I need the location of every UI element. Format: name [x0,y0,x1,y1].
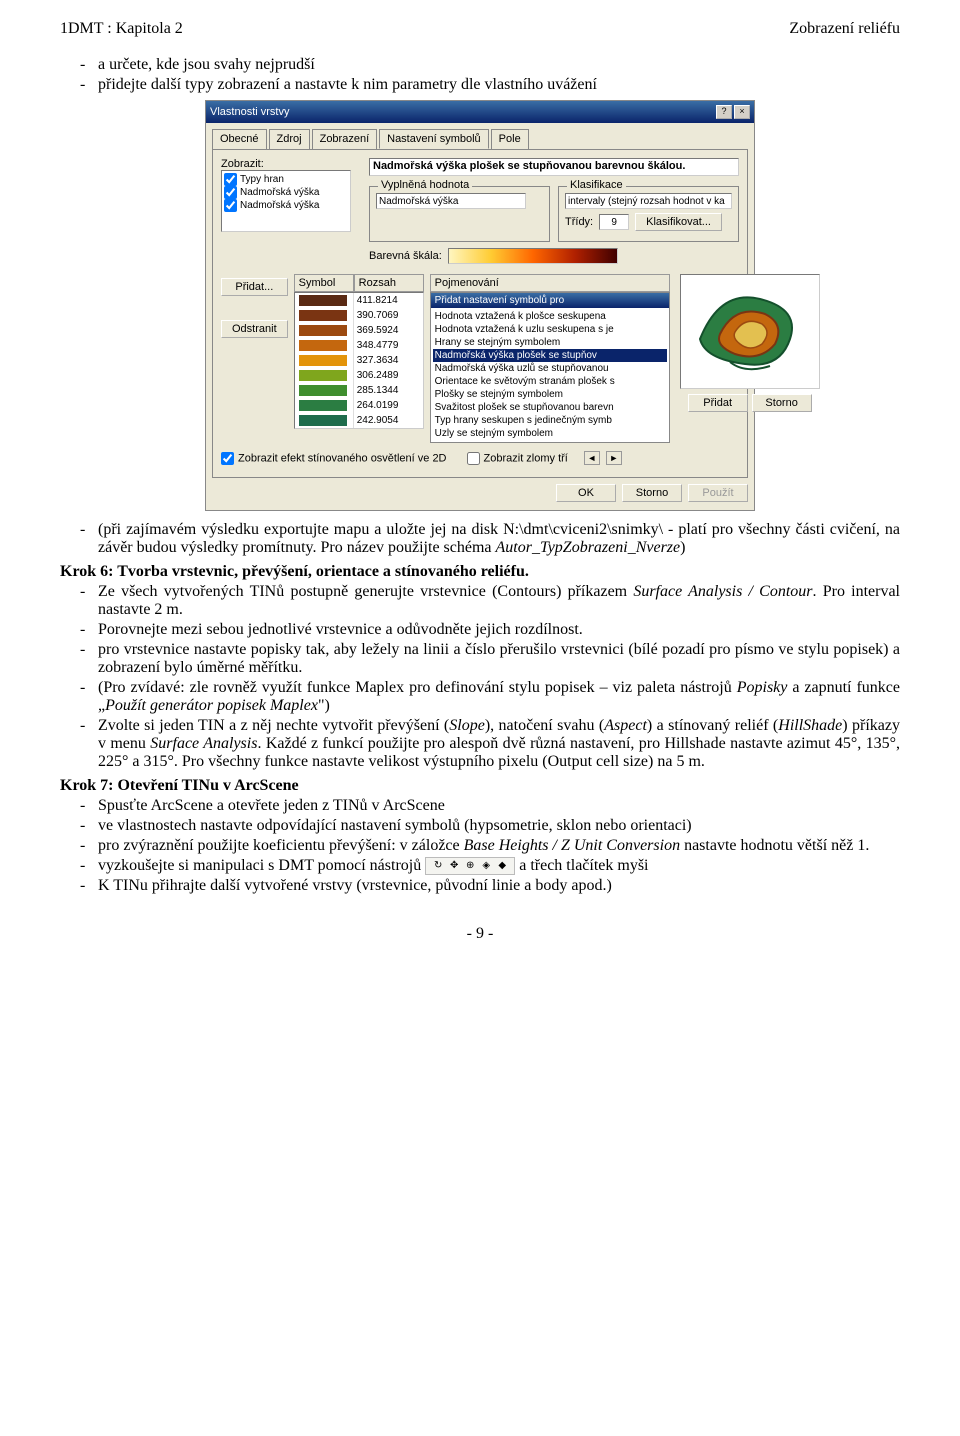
close-icon[interactable]: × [734,105,750,119]
renderer-description: Nadmořská výška plošek se stupňovanou ba… [369,158,739,176]
popup-add-button[interactable]: Přidat [688,394,748,412]
k6-bullet: Ze všech vytvořených TINů postupně gener… [80,583,900,619]
fill-value-dropdown[interactable]: Nadmořská výška [376,193,526,209]
k6-bullet: (Pro zvídavé: zle rovněž využít funkce M… [80,679,900,715]
classes-label: Třídy: [565,216,593,228]
col-range: Rozsah [354,274,424,292]
arrow-left-icon[interactable]: ◄ [584,451,600,465]
navigation-toolbar: ↻✥⊕◈◆ [425,857,515,875]
add-button[interactable]: Přidat... [221,278,288,296]
k7-bullet: ve vlastnostech nastavte odpovídající na… [80,817,900,835]
popup-cancel-button[interactable]: Storno [752,394,812,412]
k7-bullet: pro zvýraznění použijte koeficientu přev… [80,837,900,855]
chk-shaded[interactable]: Zobrazit efekt stínovaného osvětlení ve … [221,452,447,465]
tool-icon[interactable]: ◈ [479,859,493,873]
col-naming: Pojmenování [430,274,670,292]
k6-bullet: pro vrstevnice nastavte popisky tak, aby… [80,641,900,677]
tab-symbology[interactable]: Nastavení symbolů [379,129,489,149]
arrow-right-icon[interactable]: ► [606,451,622,465]
popup-title: Přidat nastavení symbolů pro [431,293,669,308]
chk-edge-types[interactable] [224,173,237,186]
remove-button[interactable]: Odstranit [221,320,288,338]
k6-bullet: Zvolte si jeden TIN a z něj nechte vytvo… [80,717,900,771]
fill-value-group: Vyplněná hodnota [378,179,472,191]
intro-bullet: přidejte další typy zobrazení a nastavte… [80,76,900,94]
page-number: - 9 - [60,925,900,943]
tab-fields[interactable]: Pole [491,129,529,149]
pan-icon[interactable]: ✥ [447,859,461,873]
tab-display[interactable]: Zobrazení [312,129,378,149]
color-ramp[interactable] [448,248,618,264]
show-label: Zobrazit: [221,158,361,170]
symbol-grid[interactable]: 411.8214390.7069369.5924348.4779327.3634… [294,292,424,429]
apply-button[interactable]: Použít [688,484,748,502]
chk-break[interactable]: Zobrazit zlomy tří [467,452,568,465]
intro-bullet: a určete, kde jsou svahy nejprudší [80,56,900,74]
orbit-icon[interactable]: ↻ [431,859,445,873]
chk-elevation2[interactable] [224,199,237,212]
k7-bullet: Spusťte ArcScene a otevřete jeden z TINů… [80,797,900,815]
layer-properties-dialog: Vlastnosti vrstvy ? × Obecné Zdroj Zobra… [205,100,755,511]
tab-source[interactable]: Zdroj [269,129,310,149]
show-checklist[interactable]: Typy hran Nadmořská výška Nadmořská výšk… [221,170,351,232]
zoom-icon[interactable]: ⊕ [463,859,477,873]
tool-icon[interactable]: ◆ [495,859,509,873]
k7-bullet: vyzkoušejte si manipulaci s DMT pomocí n… [80,857,900,875]
chk-elevation1[interactable] [224,186,237,199]
preview-thumbnail [680,274,820,389]
header-right: Zobrazení reliéfu [789,20,900,38]
col-symbol: Symbol [294,274,354,292]
help-icon[interactable]: ? [716,105,732,119]
classification-method: intervaly (stejný rozsah hodnot v ka [565,193,732,209]
classification-group: Klasifikace [567,179,626,191]
step-7-heading: Krok 7: Otevření TINu v ArcScene [60,777,900,795]
tab-general[interactable]: Obecné [212,129,267,149]
post-dialog-bullet: (při zajímavém výsledku exportujte mapu … [80,521,900,557]
ok-button[interactable]: OK [556,484,616,502]
popup-list[interactable]: Hodnota vztažená k plošce seskupenaHodno… [431,308,669,442]
color-ramp-label: Barevná škála: [369,250,442,262]
cancel-button[interactable]: Storno [622,484,682,502]
k6-bullet: Porovnejte mezi sebou jednotlivé vrstevn… [80,621,900,639]
k7-bullet: K TINu přihrajte další vytvořené vrstvy … [80,877,900,895]
step-6-heading: Krok 6: Tvorba vrstevnic, převýšení, ori… [60,563,900,581]
add-symbol-popup: Přidat nastavení symbolů pro Hodnota vzt… [430,292,670,443]
classify-button[interactable]: Klasifikovat... [635,213,722,231]
classes-count[interactable]: 9 [599,214,629,230]
header-left: 1DMT : Kapitola 2 [60,20,183,38]
dialog-title: Vlastnosti vrstvy [210,106,714,118]
